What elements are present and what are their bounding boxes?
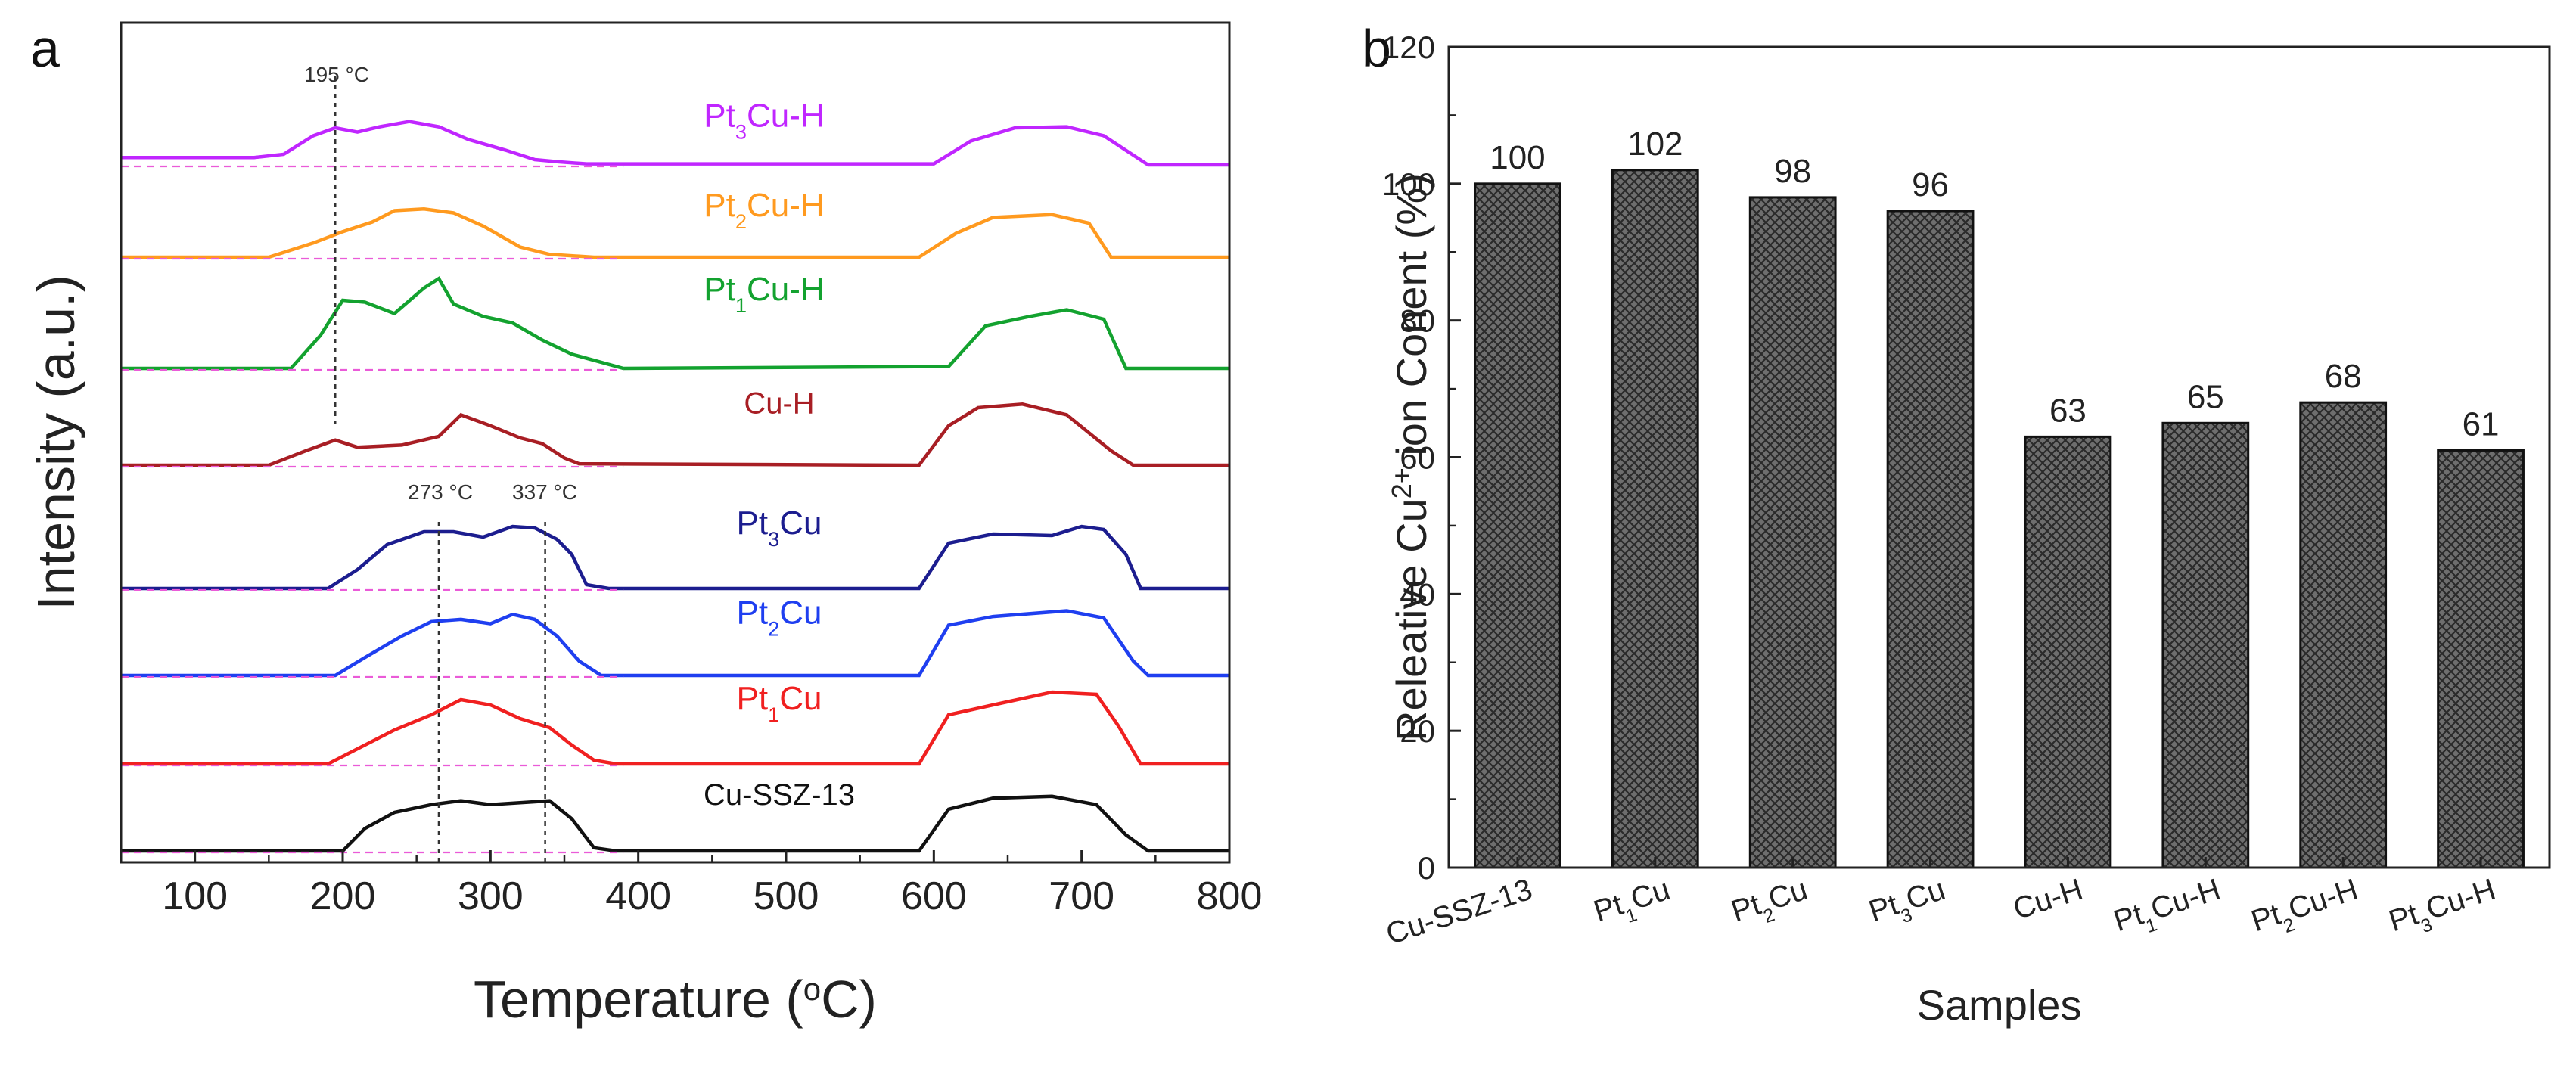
bar-pt1cu (1611, 169, 1699, 869)
bar-data-label: 98 (1774, 153, 1811, 190)
y-tick-label: 60 (1400, 440, 1435, 476)
tpr-curve-pt3cu (121, 524, 1229, 591)
bar-data-label: 102 (1627, 126, 1683, 163)
peak-marker-label: 273 °C (408, 480, 473, 504)
panel-a-x-axis: 100 200 300 400 500 600 700 800 (120, 850, 1263, 918)
x-tick-label: 800 (1197, 874, 1263, 918)
panel-a-series-group: Pt3Cu-H Pt2Cu-H Pt1Cu-H Cu-H Pt3Cu Pt2Cu Pt1Cu… (121, 98, 1229, 854)
y-tick-label: 40 (1400, 576, 1435, 612)
x-tick-label: 200 (310, 874, 376, 918)
panel-letter-a: a (30, 19, 60, 78)
tpr-curve-cu-h (121, 402, 1229, 467)
category-label: Pt3Cu (1865, 873, 1952, 936)
tpr-curve-pt2cu (121, 609, 1229, 678)
panel-a-y-axis-label: Intensity (a.u.) (26, 275, 85, 610)
series-label-pt2cu-h: Pt2Cu-H (704, 187, 824, 233)
bar-pt2cu (1748, 196, 1837, 869)
category-label: Pt3Cu-H (2385, 873, 2502, 946)
category-label: Pt2Cu-H (2248, 873, 2365, 946)
tpr-curve-pt1cu-h (121, 276, 1229, 371)
peak-marker-label: 337 °C (512, 480, 577, 504)
y-tick-label: 100 (1382, 166, 1435, 202)
bar-data-label: 61 (2463, 405, 2500, 442)
category-label: Pt2Cu (1727, 873, 1814, 936)
x-tick-label: 700 (1049, 874, 1114, 918)
category-label: Cu-SSZ-13 (1382, 873, 1537, 952)
series-label-pt3cu-h: Pt3Cu-H (704, 98, 824, 144)
bar-cu-ssz-13 (1474, 182, 1561, 869)
tpr-curve-pt1cu (121, 690, 1229, 766)
bar-pt3cu-h (2437, 449, 2525, 869)
series-label-pt1cu-h: Pt1Cu-H (704, 271, 824, 317)
panel-b-y-axis: 0 20 40 60 80 100 120 (1382, 29, 1461, 886)
series-label-pt2cu: Pt2Cu (737, 595, 822, 641)
category-label: Pt1Cu (1589, 873, 1676, 936)
category-label: Cu-H (2009, 873, 2087, 927)
bar-data-label: 96 (1912, 166, 1949, 203)
panel-b-bar-chart: 100 102 98 96 63 65 68 61 0 20 40 60 80 100 120 Cu-SS… (1382, 29, 2551, 1029)
x-tick-label: 600 (901, 874, 967, 918)
panel-letter-b: b (1362, 19, 1391, 78)
series-label-pt1cu: Pt1Cu (737, 680, 822, 726)
panel-a-plot-frame (120, 21, 1231, 864)
peak-marker-label: 195 °C (304, 63, 369, 86)
panel-a-annotations: 195 °C 273 °C 337 °C (304, 63, 577, 862)
y-tick-label: 0 (1418, 850, 1435, 886)
y-tick-label: 20 (1400, 713, 1435, 749)
tpr-curve-pt3cu-h (121, 120, 1229, 167)
series-label-pt3cu: Pt3Cu (737, 505, 822, 551)
x-tick-label: 500 (754, 874, 819, 918)
series-label-cu-ssz-13: Cu-SSZ-13 (704, 778, 855, 812)
bar-pt3cu (1886, 210, 1975, 869)
panel-b-x-axis: Cu-SSZ-13 Pt1Cu Pt2Cu Pt3Cu Cu-H Pt1Cu-H Pt2Cu… (1382, 857, 2502, 952)
bar-data-label: 63 (2049, 392, 2087, 429)
panel-b-y-axis-label: Releative Cu2+ ion Conent (%) (1386, 173, 1436, 741)
x-tick-label: 100 (162, 874, 228, 918)
bar-data-label: 65 (2187, 378, 2224, 415)
tpr-curve-cu-ssz-13 (121, 794, 1229, 853)
y-tick-label: 120 (1382, 29, 1435, 65)
series-label-cu-h: Cu-H (744, 387, 814, 421)
bar-data-label: 68 (2325, 358, 2362, 395)
bar-data-label: 100 (1490, 139, 1545, 176)
panel-b-bars: 100 102 98 96 63 65 68 61 (1474, 126, 2525, 869)
x-tick-label: 400 (605, 874, 671, 918)
x-tick-label: 300 (458, 874, 524, 918)
panel-b-x-axis-label: Samples (1917, 981, 2082, 1029)
bar-pt2cu-h (2299, 401, 2388, 869)
category-label: Pt1Cu-H (2110, 873, 2227, 946)
tpr-curve-pt2cu-h (121, 207, 1229, 259)
y-tick-label: 80 (1400, 303, 1435, 339)
bar-pt1cu-h (2161, 421, 2250, 869)
bar-cu-h (2024, 435, 2112, 869)
panel-a-tpr-chart: Pt3Cu-H Pt2Cu-H Pt1Cu-H Cu-H Pt3Cu Pt2Cu Pt1Cu… (26, 21, 1263, 1029)
panel-a-x-axis-label: Temperature (oC) (474, 970, 877, 1029)
